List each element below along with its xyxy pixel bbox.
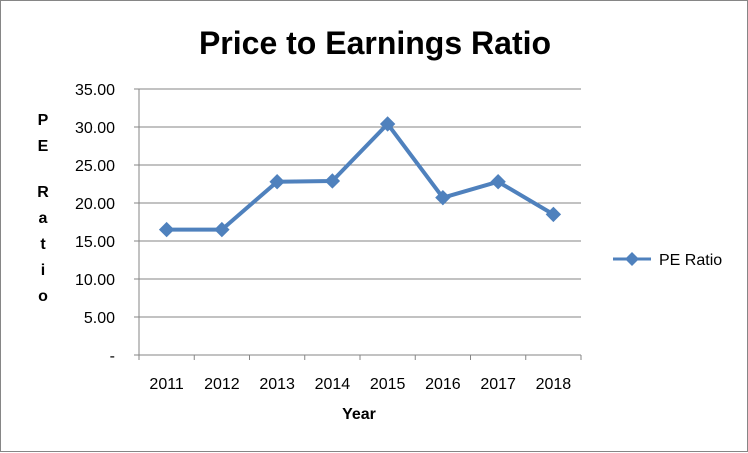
- x-axis-title: Year: [342, 406, 376, 423]
- y-tick-label: 35.00: [75, 82, 115, 99]
- y-axis-title-char: i: [41, 262, 45, 279]
- data-point-marker: [379, 116, 396, 132]
- x-tick-label: 2014: [315, 376, 351, 393]
- legend: PE Ratio: [613, 252, 722, 269]
- y-tick-label: 25.00: [75, 158, 115, 175]
- x-tick-labels: 2011 2012 2013 2014 2015 2016 2017 2018: [149, 376, 571, 393]
- y-tick-label: 10.00: [75, 272, 115, 289]
- y-axis-title-char: t: [40, 236, 46, 253]
- legend-marker-icon: [625, 252, 639, 266]
- y-axis-title-char: a: [39, 210, 48, 227]
- chart-title: Price to Earnings Ratio: [199, 25, 551, 61]
- x-tick-label: 2016: [425, 376, 461, 393]
- data-point-marker: [324, 173, 341, 189]
- x-tick-label: 2018: [536, 376, 572, 393]
- y-tick-label: -: [110, 348, 115, 365]
- gridlines: [139, 88, 581, 318]
- axes: [134, 88, 582, 360]
- y-tick-label: 30.00: [75, 120, 115, 137]
- y-tick-labels: - 5.00 10.00 15.00 20.00 25.00 30.00 35.00: [75, 82, 115, 365]
- y-tick-label: 20.00: [75, 196, 115, 213]
- data-point-marker: [158, 221, 175, 238]
- x-tick-label: 2012: [204, 376, 240, 393]
- legend-label: PE Ratio: [659, 252, 722, 269]
- x-tick-label: 2015: [370, 376, 406, 393]
- y-axis-title: PE Ratio: [37, 112, 49, 305]
- x-tick-label: 2011: [149, 376, 184, 393]
- series-group: [158, 116, 562, 238]
- y-axis-title-char: R: [37, 184, 49, 201]
- data-point-marker: [269, 174, 285, 190]
- y-axis-title-char: E: [38, 138, 49, 155]
- data-point-marker: [435, 189, 451, 206]
- y-axis-title-char: P: [38, 112, 49, 129]
- data-point-marker: [490, 174, 506, 190]
- y-axis-title-char: o: [38, 288, 48, 305]
- y-tick-label: 5.00: [84, 310, 115, 327]
- data-point-marker: [545, 206, 562, 223]
- x-tick-label: 2017: [480, 376, 516, 393]
- series-line: [166, 121, 555, 232]
- y-tick-label: 15.00: [75, 234, 115, 251]
- x-tick-label: 2013: [259, 376, 295, 393]
- data-point-marker: [214, 221, 230, 238]
